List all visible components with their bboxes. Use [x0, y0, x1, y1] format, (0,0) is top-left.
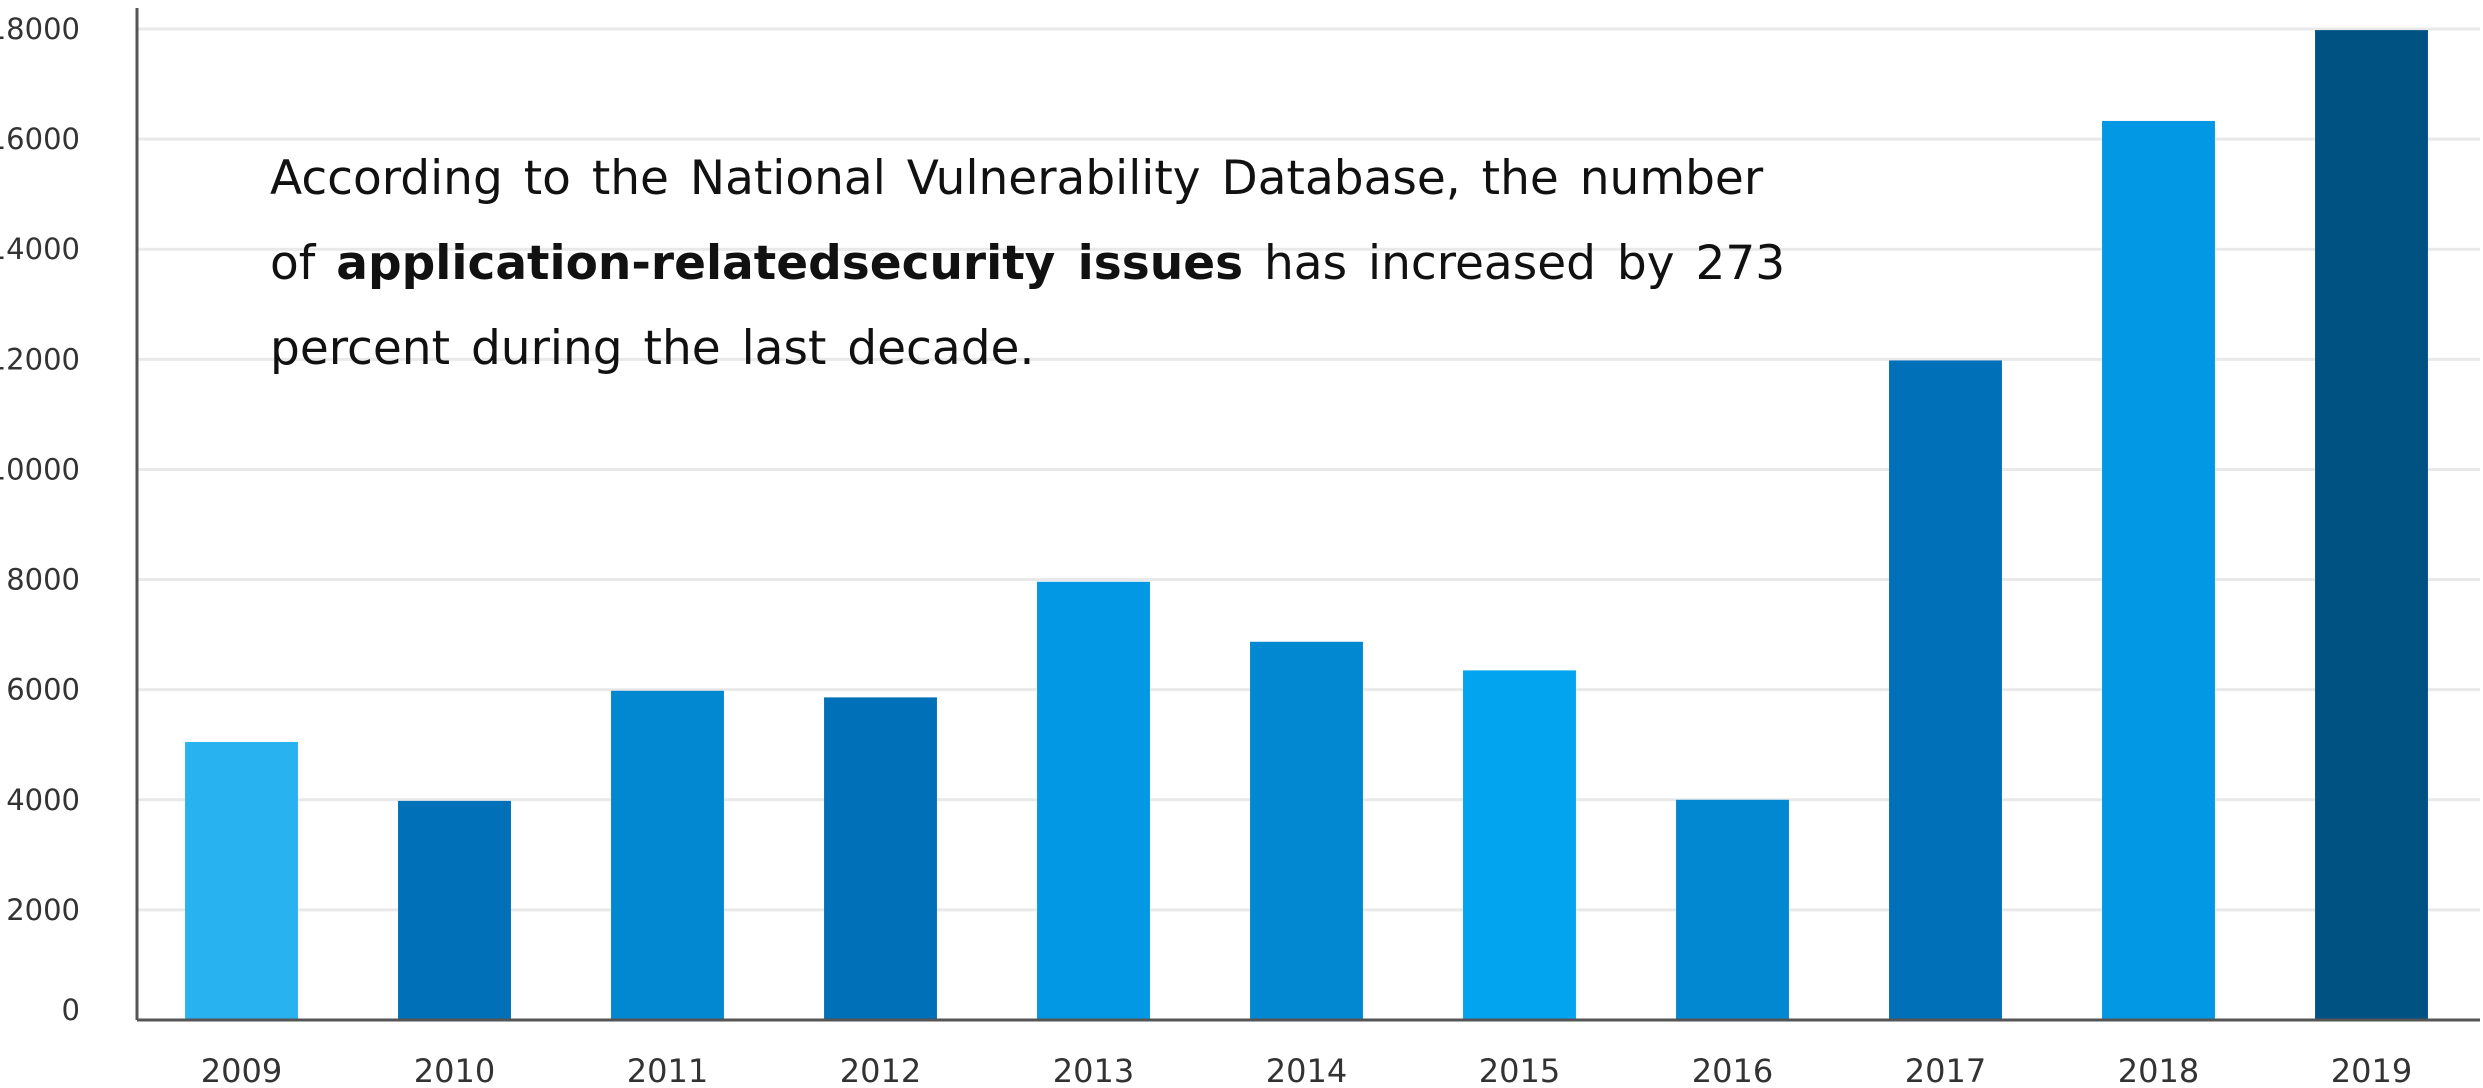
annotation-text: According to the National Vulnerability … [270, 136, 1830, 391]
x-tick-label: 2019 [2331, 1052, 2412, 1088]
annotation-line-2: of application-relatedsecurity issues ha… [270, 221, 1830, 306]
y-tick-label: 6000 [6, 673, 80, 707]
bar-2017 [1889, 360, 2002, 1020]
x-tick-label: 2018 [2118, 1052, 2199, 1088]
y-tick-label: 8000 [6, 563, 80, 597]
x-tick-label: 2017 [1905, 1052, 1986, 1088]
annotation-emphasis: application-relatedsecurity issues [336, 236, 1244, 291]
y-tick-label: 10000 [0, 452, 80, 486]
x-tick-label: 2010 [414, 1052, 495, 1088]
x-tick-label: 2014 [1266, 1052, 1347, 1088]
x-tick-label: 2009 [201, 1052, 282, 1088]
bar-2019 [2315, 30, 2428, 1020]
y-tick-label: 2000 [6, 893, 80, 927]
x-tick-labels: 2009 2010 2011 2012 2013 2014 2015 2016 2017 2018… [201, 1052, 2412, 1088]
annotation-line-2-post: has increased by 273 [1243, 236, 1786, 291]
y-tick-label: 18000 [0, 12, 80, 46]
bar-2009 [185, 741, 298, 1020]
y-tick-label: 4000 [6, 783, 80, 817]
x-tick-label: 2013 [1053, 1052, 1134, 1088]
annotation-line-3: percent during the last decade. [270, 321, 1035, 376]
annotation-line-2-pre: of [270, 236, 337, 291]
annotation-line-1: According to the National Vulnerability … [270, 151, 1764, 206]
x-tick-label: 2015 [1479, 1052, 1560, 1088]
bar-2010 [398, 800, 511, 1020]
y-tick-label: 0 [62, 993, 80, 1027]
bar-2012 [824, 697, 937, 1020]
x-tick-label: 2011 [627, 1052, 708, 1088]
axes [135, 8, 2480, 1022]
bar-2015 [1463, 670, 1576, 1020]
y-tick-label: 14000 [0, 232, 80, 266]
gridlines [137, 27, 2480, 912]
y-tick-label: 12000 [0, 342, 80, 376]
bar-2011 [611, 690, 724, 1020]
x-tick-label: 2016 [1692, 1052, 1773, 1088]
bar-2013 [1037, 581, 1150, 1020]
x-tick-label: 2012 [840, 1052, 921, 1088]
bar-2016 [1676, 799, 1789, 1020]
bar-2014 [1250, 641, 1363, 1020]
bar-2018 [2102, 120, 2215, 1021]
y-tick-labels: 0 2000 4000 6000 8000 10000 12000 14000 16000 180… [0, 12, 80, 1027]
bars [185, 30, 2428, 1021]
y-tick-label: 16000 [0, 122, 80, 156]
